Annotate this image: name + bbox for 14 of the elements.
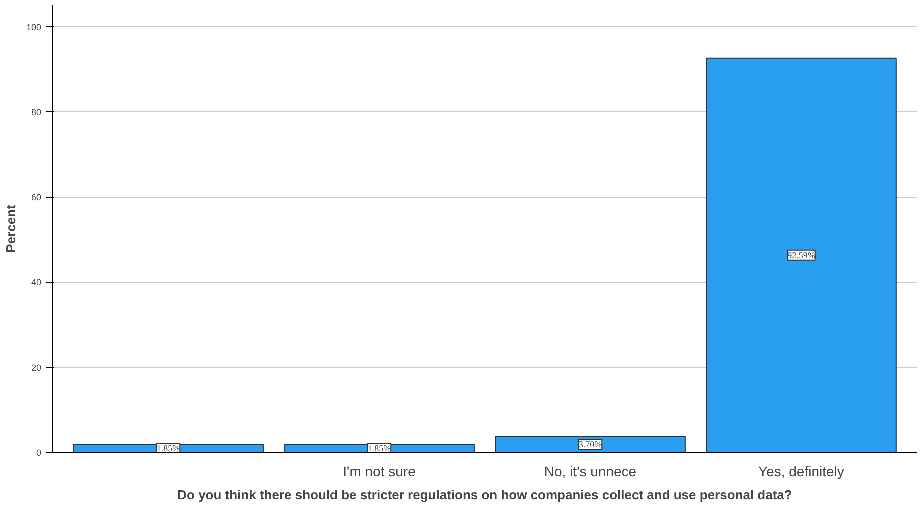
y-axis-title: Percent <box>3 204 18 253</box>
x-tick-label: No, it's unnece <box>544 464 637 480</box>
x-tick-label: Yes, definitely <box>758 464 844 480</box>
y-tick-label: 20 <box>31 362 42 373</box>
y-tick-label: 40 <box>31 278 42 288</box>
bar <box>706 58 897 452</box>
x-tick-label: I'm not sure <box>343 464 416 480</box>
y-tick-label: 80 <box>31 107 42 118</box>
x-axis-title: Do you think there should be stricter regulations on how companies collect and use personal data? <box>178 488 792 502</box>
data-label: 92.59% <box>788 250 816 260</box>
bar <box>495 436 686 452</box>
y-tick-label: 0 <box>36 448 42 458</box>
y-tick-label: 60 <box>31 192 42 203</box>
y-tick-label: 100 <box>26 22 42 32</box>
